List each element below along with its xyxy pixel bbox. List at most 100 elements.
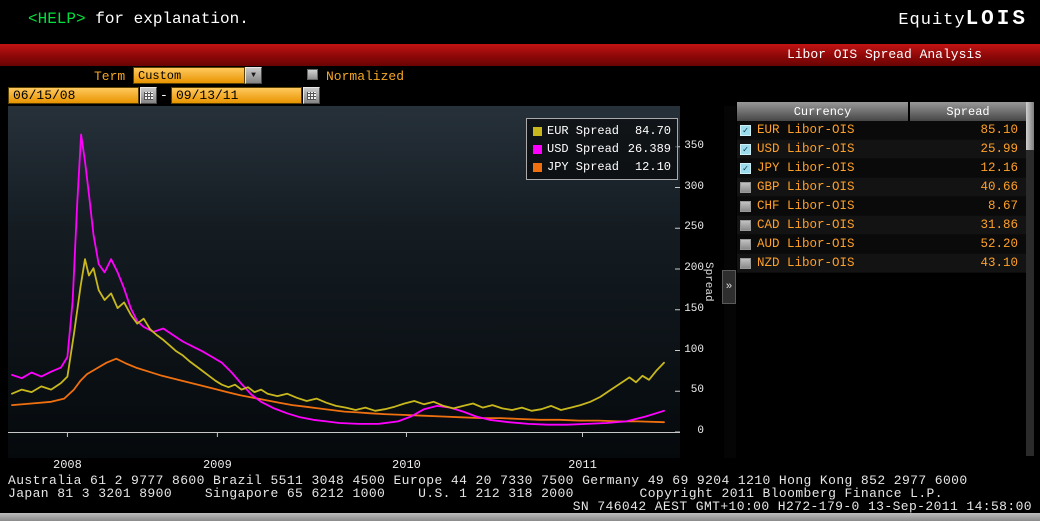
legend-swatch-icon <box>533 162 542 172</box>
currency-checkbox[interactable] <box>740 181 751 193</box>
term-dropdown[interactable]: Custom <box>133 67 245 84</box>
currency-checkbox[interactable] <box>740 219 751 231</box>
help-suffix-text: for explanation. <box>85 10 249 28</box>
y-tick-label: 150 <box>684 302 704 315</box>
currency-name: NZD Libor-OIS <box>757 256 855 270</box>
currency-name: EUR Libor-OIS <box>757 123 855 137</box>
currency-row-aud[interactable]: AUD Libor-OIS 52.20 <box>737 235 1026 254</box>
chart-legend: EUR Spread 84.70 USD Spread 26.389 JPY Sprea… <box>526 118 678 180</box>
currency-table: Currency Spread ✓ EUR Libor-OIS 85.10 ✓ USD … <box>737 102 1026 456</box>
legend-swatch-icon <box>533 126 542 136</box>
currency-spread-value: 8.67 <box>987 199 1018 213</box>
column-header-currency: Currency <box>737 102 908 121</box>
function-name-equity: Equity <box>898 10 966 30</box>
currency-checkbox[interactable] <box>740 257 751 269</box>
calendar-from-button[interactable] <box>140 87 157 104</box>
legend-item: EUR Spread 84.70 <box>533 122 671 140</box>
currency-name: JPY Libor-OIS <box>757 161 855 175</box>
y-tick-label: 350 <box>684 139 704 152</box>
calendar-icon <box>144 91 153 100</box>
scrollbar-thumb[interactable] <box>1026 102 1034 150</box>
normalized-label: Normalized <box>326 69 405 84</box>
legend-value: 26.389 <box>627 142 671 156</box>
y-axis-title: Spread <box>700 106 716 458</box>
currency-row-jpy[interactable]: ✓ JPY Libor-OIS 12.16 <box>737 159 1026 178</box>
help-command-link[interactable]: <HELP> <box>28 10 86 28</box>
normalized-checkbox[interactable] <box>307 69 318 80</box>
currency-row-usd[interactable]: ✓ USD Libor-OIS 25.99 <box>737 140 1026 159</box>
currency-spread-value: 85.10 <box>980 123 1018 137</box>
terminal-footer: Australia 61 2 9777 8600 Brazil 5511 304… <box>0 474 1040 513</box>
y-tick-label: 50 <box>690 384 704 397</box>
currency-row-eur[interactable]: ✓ EUR Libor-OIS 85.10 <box>737 121 1026 140</box>
currency-row-chf[interactable]: CHF Libor-OIS 8.67 <box>737 197 1026 216</box>
table-scrollbar[interactable] <box>1026 102 1034 456</box>
currency-spread-value: 12.16 <box>980 161 1018 175</box>
legend-swatch-icon <box>533 144 542 154</box>
x-tick-label: 2010 <box>392 458 421 472</box>
y-axis-labels: 0 50 100 150 200 250 300 350 <box>680 106 704 458</box>
y-tick-label: 200 <box>684 262 704 274</box>
title-bar: Libor OIS Spread Analysis <box>0 44 1040 66</box>
series-line-usd <box>11 133 665 426</box>
series-line-jpy <box>11 357 665 424</box>
terminal-top-bar: <HELP> for explanation. Equity LOIS <box>0 0 1040 38</box>
currency-spread-value: 25.99 <box>980 142 1018 156</box>
calendar-icon <box>307 91 316 100</box>
date-range-separator: - <box>160 88 168 103</box>
column-divider <box>908 102 910 121</box>
series-line-eur <box>11 258 665 412</box>
date-from-input[interactable] <box>8 87 139 104</box>
currency-name: AUD Libor-OIS <box>757 237 855 251</box>
currency-row-cad[interactable]: CAD Libor-OIS 31.86 <box>737 216 1026 235</box>
currency-row-gbp[interactable]: GBP Libor-OIS 40.66 <box>737 178 1026 197</box>
column-header-spread: Spread <box>910 102 1026 121</box>
y-tick-label: 0 <box>697 425 704 437</box>
y-axis-title-text: Spread <box>702 262 714 302</box>
y-tick-label: 250 <box>684 221 704 234</box>
spread-chart-panel[interactable]: EUR Spread 84.70 USD Spread 26.389 JPY Sprea… <box>8 106 680 458</box>
window-bottom-edge <box>0 513 1040 521</box>
function-name-lois: LOIS <box>965 7 1028 31</box>
currency-name: CAD Libor-OIS <box>757 218 855 232</box>
currency-name: GBP Libor-OIS <box>757 180 855 194</box>
legend-value: 12.10 <box>634 160 671 174</box>
currency-row-nzd[interactable]: NZD Libor-OIS 43.10 <box>737 254 1026 273</box>
currency-checkbox[interactable] <box>740 238 751 250</box>
currency-checkbox[interactable]: ✓ <box>740 143 751 155</box>
currency-checkbox[interactable]: ✓ <box>740 162 751 174</box>
currency-name: CHF Libor-OIS <box>757 199 855 213</box>
currency-checkbox[interactable] <box>740 200 751 212</box>
legend-label: USD Spread <box>547 142 620 156</box>
footer-contact-line-2: Japan 81 3 3201 8900 Singapore 65 6212 1… <box>8 486 943 501</box>
term-label: Term <box>94 69 126 84</box>
x-axis-labels: 2008 2009 2010 2011 <box>8 458 680 472</box>
currency-spread-value: 40.66 <box>980 180 1018 194</box>
page-title: Libor OIS Spread Analysis <box>786 47 982 62</box>
panel-expander-button[interactable]: » <box>722 270 736 304</box>
x-tick-label: 2008 <box>53 458 82 472</box>
currency-checkbox[interactable]: ✓ <box>740 124 751 136</box>
x-tick-label: 2009 <box>202 458 232 472</box>
currency-table-body: ✓ EUR Libor-OIS 85.10 ✓ USD Libor-OIS 25.99 ✓ J… <box>737 121 1026 273</box>
legend-value: 84.70 <box>634 124 671 138</box>
currency-spread-value: 43.10 <box>980 256 1018 270</box>
currency-spread-value: 31.86 <box>980 218 1018 232</box>
date-to-input[interactable] <box>171 87 302 104</box>
term-dropdown-arrow-icon[interactable]: ▼ <box>245 67 262 84</box>
currency-name: USD Libor-OIS <box>757 142 855 156</box>
currency-spread-value: 52.20 <box>980 237 1018 251</box>
currency-table-header: Currency Spread <box>737 102 1026 121</box>
y-tick-label: 300 <box>684 180 704 193</box>
legend-label: JPY Spread <box>547 160 620 174</box>
function-name: Equity LOIS <box>898 8 1028 31</box>
footer-session-info: SN 746042 AEST GMT+10:00 H272-179-0 13-S… <box>572 499 1032 514</box>
x-tick-label: 2011 <box>568 458 597 472</box>
calendar-to-button[interactable] <box>303 87 320 104</box>
legend-label: EUR Spread <box>547 124 620 138</box>
y-tick-label: 100 <box>684 343 704 356</box>
legend-item: JPY Spread 12.10 <box>533 158 671 176</box>
footer-contact-line-1: Australia 61 2 9777 8600 Brazil 5511 304… <box>8 473 968 488</box>
legend-item: USD Spread 26.389 <box>533 140 671 158</box>
